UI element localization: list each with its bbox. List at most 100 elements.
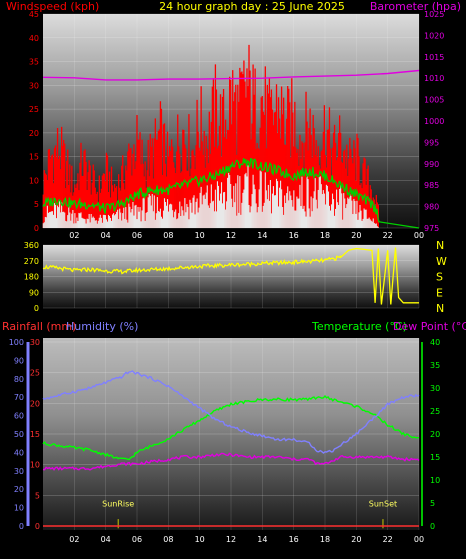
wind-direction-marks — [42, 247, 419, 305]
wind-x-tick-label: 00 — [414, 231, 424, 240]
windspeed-tick-label: 45 — [29, 10, 39, 19]
wind-x-tick-label: 22 — [383, 231, 393, 240]
barometer-tick-label: 1025 — [424, 10, 444, 19]
th-x-tick-label: 10 — [195, 535, 205, 544]
barometer-tick-label: 990 — [424, 160, 439, 169]
temperature-tick-label: 30 — [430, 384, 440, 393]
direction-degree-tick-label: 0 — [34, 304, 39, 313]
windspeed-tick-label: 30 — [29, 81, 39, 90]
temperature-line — [42, 394, 419, 461]
temperature-tick-label: 40 — [430, 338, 440, 347]
direction-compass-label: E — [436, 286, 443, 299]
wind-direction-plot-area — [43, 245, 419, 308]
direction-degree-tick-label: 180 — [24, 273, 39, 282]
rainfall-tick-label: 15 — [30, 430, 40, 439]
wind-x-tick-label: 18 — [320, 231, 330, 240]
th-x-tick-label: 04 — [101, 535, 111, 544]
th-x-tick-label: 20 — [351, 535, 361, 544]
barometer-tick-label: 995 — [424, 138, 439, 147]
humidity-tick-label: 20 — [14, 485, 24, 494]
barometer-tick-label: 980 — [424, 203, 439, 212]
humidity-axis-label: Humidity (%) — [66, 320, 138, 333]
barometer-tick-label: 975 — [424, 224, 439, 233]
humidity-tick-label: 70 — [14, 393, 24, 402]
rainfall-tick-label: 25 — [30, 369, 40, 378]
humidity-tick-label: 60 — [14, 412, 24, 421]
temp-humidity-grid — [43, 338, 420, 530]
barometer-tick-label: 1005 — [424, 96, 444, 105]
wind-direction-line — [42, 247, 419, 305]
windspeed-tick-label: 10 — [29, 176, 39, 185]
direction-compass-label: W — [436, 255, 447, 268]
barometer-axis-label: Barometer (hpa) — [370, 0, 461, 13]
dewpoint-axis-label: Dew Point (°C) — [393, 320, 466, 333]
windspeed-axis-label: Windspeed (kph) — [6, 0, 99, 13]
wind-x-tick-label: 08 — [163, 231, 173, 240]
temperature-axis-label: Temperature (°C) — [311, 320, 407, 333]
th-x-tick-label: 14 — [257, 535, 267, 544]
humidity-line — [42, 370, 420, 454]
temperature-tick-label: 20 — [430, 430, 440, 439]
th-x-tick-label: 00 — [414, 535, 424, 544]
temperature-tick-label: 15 — [430, 453, 440, 462]
th-x-tick-label: 02 — [69, 535, 79, 544]
barometer-tick-label: 1020 — [424, 31, 444, 40]
graph-title: 24 hour graph day : 25 June 2025 — [159, 0, 345, 13]
th-x-tick-label: 08 — [163, 535, 173, 544]
wind-direction-grid — [43, 244, 420, 309]
temperature-tick-label: 0 — [430, 522, 435, 531]
temperature-tick-label: 35 — [430, 361, 440, 370]
wind-average-line — [42, 158, 420, 229]
temp-humidity-marks: SunRise SunSet — [42, 370, 420, 529]
direction-degree-tick-label: 270 — [24, 257, 39, 266]
windspeed-tick-label: 5 — [34, 200, 39, 209]
barometer-tick-label: 985 — [424, 181, 439, 190]
humidity-tick-label: 10 — [14, 504, 24, 513]
wind-x-tick-label: 14 — [257, 231, 267, 240]
wind-x-tick-label: 20 — [351, 231, 361, 240]
barometer-tick-label: 1000 — [424, 117, 444, 126]
th-x-tick-label: 06 — [132, 535, 142, 544]
direction-degree-tick-label: 360 — [24, 241, 39, 250]
wind-pressure-marks — [42, 44, 420, 229]
dewpoint-line — [42, 452, 420, 471]
windspeed-tick-label: 15 — [29, 153, 39, 162]
th-x-tick-label: 16 — [289, 535, 299, 544]
direction-compass-label: N — [436, 302, 444, 315]
windspeed-tick-label: 20 — [29, 129, 39, 138]
windspeed-tick-label: 35 — [29, 58, 39, 67]
direction-compass-label: S — [436, 271, 443, 284]
humidity-tick-label: 80 — [14, 375, 24, 384]
wind-x-tick-label: 04 — [101, 231, 111, 240]
temperature-tick-label: 10 — [430, 476, 440, 485]
windspeed-tick-label: 40 — [29, 34, 39, 43]
direction-compass-label: N — [436, 239, 444, 252]
sunset-label: SunSet — [369, 500, 397, 509]
barometer-tick-label: 1015 — [424, 53, 444, 62]
humidity-tick-label: 0 — [19, 522, 24, 531]
humidity-tick-label: 50 — [14, 430, 24, 439]
temperature-tick-label: 5 — [430, 499, 435, 508]
rainfall-tick-label: 5 — [35, 491, 40, 500]
wind-x-tick-label: 02 — [69, 231, 79, 240]
th-x-tick-label: 12 — [226, 535, 236, 544]
wind-x-tick-label: 10 — [195, 231, 205, 240]
windspeed-tick-label: 0 — [34, 224, 39, 233]
wind-x-tick-label: 16 — [289, 231, 299, 240]
rainfall-tick-label: 30 — [30, 338, 40, 347]
sunrise-label: SunRise — [102, 500, 134, 509]
th-x-tick-label: 18 — [320, 535, 330, 544]
wind-pressure-ticks: 0510152025303540459759809859909951000100… — [29, 10, 445, 240]
humidity-tick-label: 30 — [14, 467, 24, 476]
humidity-tick-label: 40 — [14, 448, 24, 457]
humidity-tick-label: 100 — [9, 338, 24, 347]
rainfall-tick-label: 0 — [35, 522, 40, 531]
wind-x-tick-label: 12 — [226, 231, 236, 240]
pressure-line — [42, 69, 420, 81]
direction-degree-tick-label: 90 — [29, 288, 39, 297]
windspeed-tick-label: 25 — [29, 105, 39, 114]
barometer-tick-label: 1010 — [424, 74, 444, 83]
rainfall-tick-label: 10 — [30, 461, 40, 470]
